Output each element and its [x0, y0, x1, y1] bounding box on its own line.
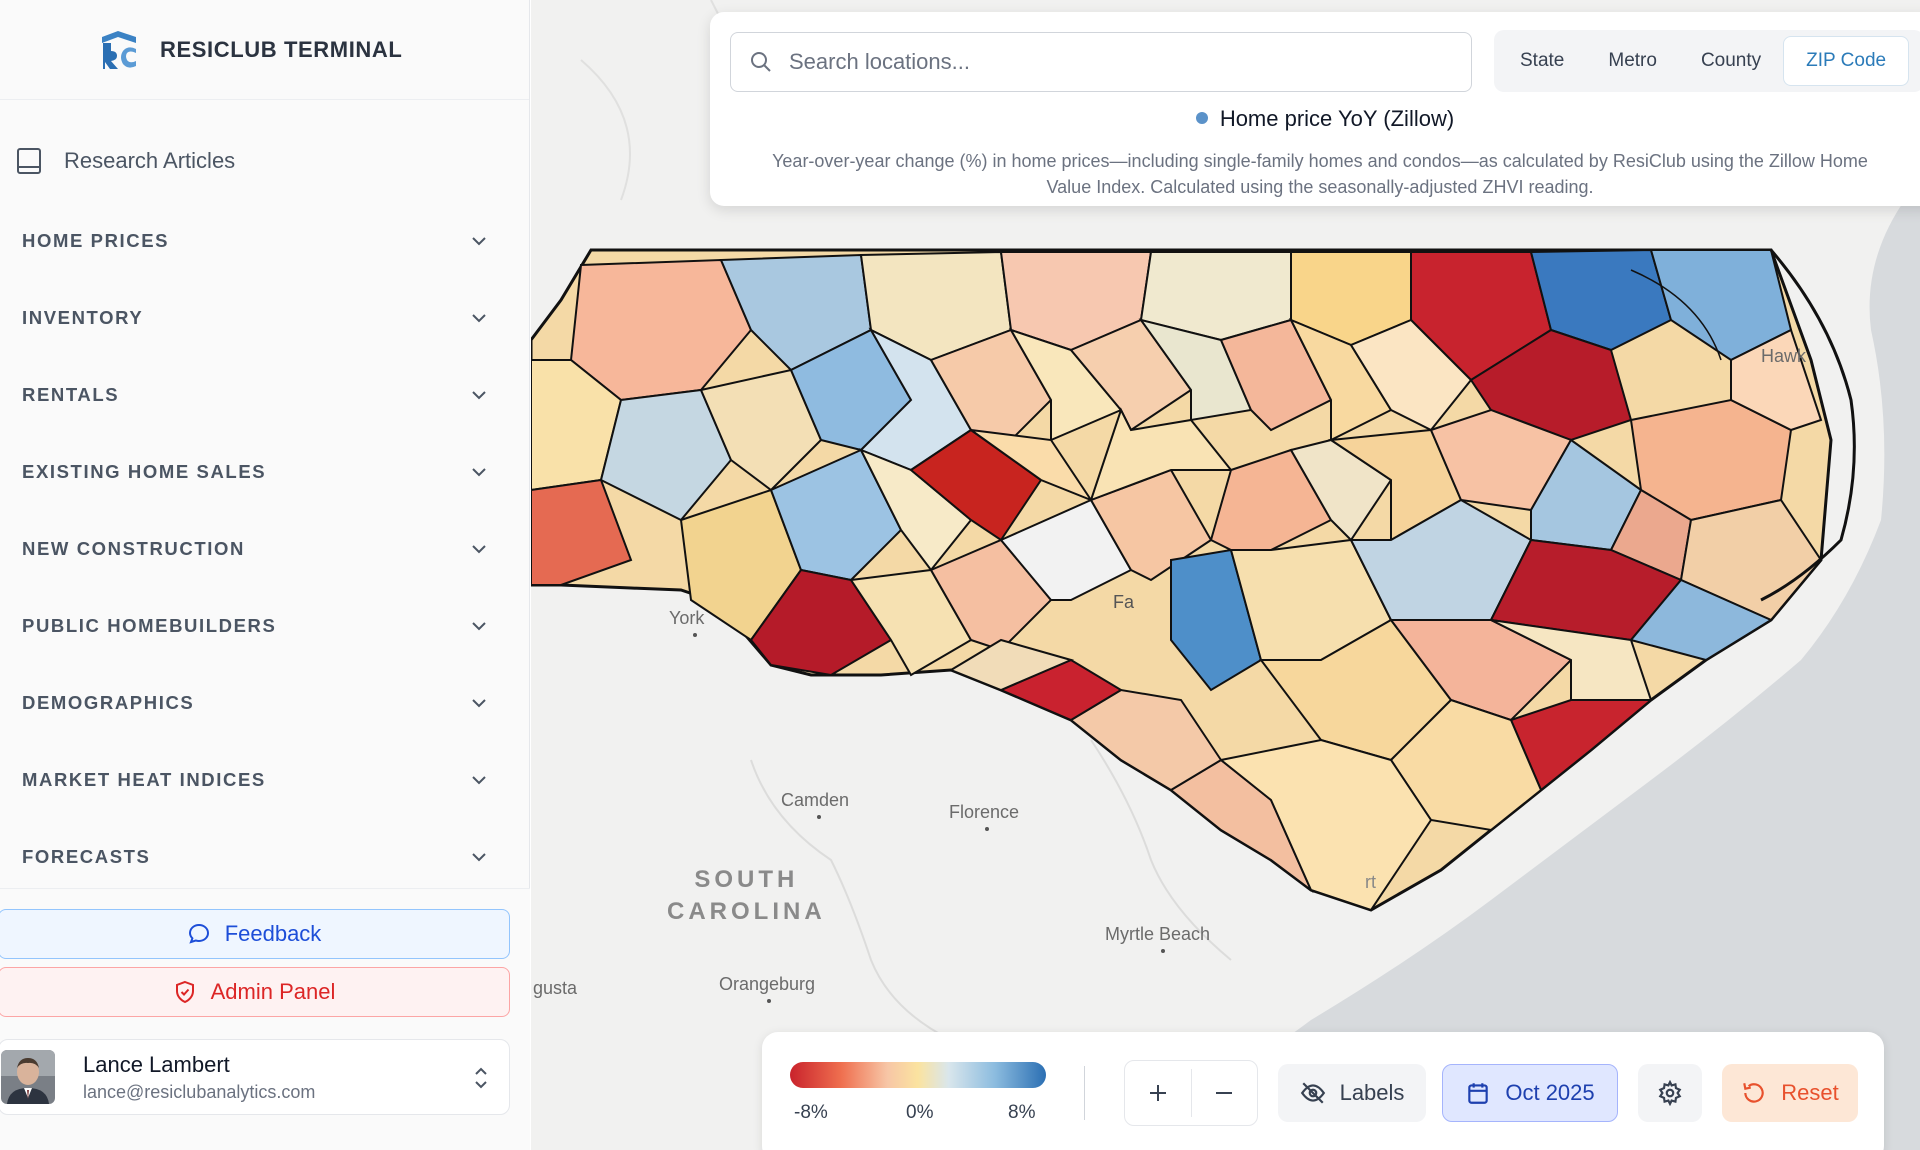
labels-button-label: Labels	[1339, 1080, 1405, 1105]
admin-panel-label: Admin Panel	[210, 979, 336, 1004]
research-articles-label: Research Articles	[64, 148, 236, 173]
eye-off-icon	[1300, 1082, 1325, 1104]
sidebar-item-public-homebuilders[interactable]: PUBLIC HOMEBUILDERS	[0, 587, 529, 664]
chevron-down-icon	[472, 313, 486, 322]
sidebar-item-new-construction[interactable]: NEW CONSTRUCTION	[0, 510, 529, 587]
gear-icon	[1658, 1080, 1682, 1106]
zoom-out-button[interactable]	[1192, 1061, 1258, 1125]
sidebar-item-existing-home-sales[interactable]: EXISTING HOME SALES	[0, 433, 529, 510]
reset-label: Reset	[1781, 1080, 1839, 1105]
map-city-dot	[1161, 949, 1165, 953]
map-label-myrtle-beach: Myrtle Beach	[1105, 924, 1211, 944]
chevron-down-icon	[472, 467, 486, 476]
chat-bubble-icon	[188, 923, 209, 944]
map-label-camden: Camden	[781, 790, 850, 810]
map-city-dot	[817, 815, 821, 819]
metric-description: Year-over-year change (%) in home prices…	[772, 151, 1868, 197]
sidebar-item-label: MARKET HEAT INDICES	[22, 768, 266, 790]
tab-state[interactable]: State	[1520, 50, 1565, 71]
sidebar-item-label: NEW CONSTRUCTION	[22, 537, 245, 559]
sidebar-item-label: HOME PRICES	[22, 229, 170, 251]
search-box[interactable]	[730, 32, 1472, 92]
plus-icon	[1149, 1085, 1166, 1101]
search-panel: State Metro County ZIP Code Home price Y…	[710, 12, 1920, 206]
map-label-orangeburg: Orangeburg	[719, 974, 816, 994]
chevron-down-icon	[472, 698, 486, 707]
sidebar-item-inventory[interactable]: INVENTORY	[0, 279, 529, 356]
chevron-down-icon	[472, 852, 486, 861]
search-icon	[751, 52, 771, 72]
chevron-down-icon	[472, 390, 486, 399]
map-label-wilmington: rt	[1365, 872, 1376, 892]
sidebar-item-label: INVENTORY	[22, 306, 144, 328]
settings-button[interactable]	[1638, 1064, 1702, 1122]
sidebar-item-forecasts[interactable]: FORECASTS	[0, 818, 529, 895]
map-city-dot	[693, 633, 697, 637]
user-menu[interactable]: Lance Lambert lance@resiclubanalytics.co…	[0, 1039, 510, 1115]
sidebar-item-home-prices[interactable]: HOME PRICES	[0, 202, 529, 279]
legend-max-label: 8%	[1008, 1102, 1036, 1123]
sidebar-item-market-heat-indices[interactable]: MARKET HEAT INDICES	[0, 741, 529, 818]
admin-panel-button[interactable]: Admin Panel	[0, 967, 510, 1017]
tab-county[interactable]: County	[1700, 50, 1762, 71]
map-label-augusta: gusta	[533, 978, 578, 998]
map-city-dot	[767, 999, 771, 1003]
sidebar-item-label: FORECASTS	[22, 845, 151, 867]
chevron-down-icon	[472, 621, 486, 630]
metric-dot-icon	[1195, 112, 1208, 125]
zoom-divider	[1190, 1069, 1192, 1117]
sidebar-item-label: RENTALS	[22, 383, 120, 405]
map-toolbar: -8% 0% 8% Labels Oct 2025 Reset	[762, 1032, 1884, 1150]
chevron-down-icon	[472, 544, 486, 553]
reset-button[interactable]: Reset	[1722, 1064, 1858, 1122]
brand[interactable]: RESICLUB TERMINAL	[0, 0, 529, 100]
feedback-label: Feedback	[224, 921, 322, 946]
map-label-south-carolina: SOUTH CAROLINA	[667, 866, 826, 925]
zoom-controls	[1124, 1060, 1258, 1126]
shield-check-icon	[175, 980, 194, 1004]
zoom-in-button[interactable]	[1125, 1061, 1191, 1125]
chevron-up-down-icon	[475, 1067, 487, 1089]
tab-zip-code[interactable]: ZIP Code	[1783, 36, 1910, 86]
color-legend-bar	[790, 1062, 1046, 1088]
chevron-down-icon	[472, 236, 486, 245]
sidebar-nav: HOME PRICES INVENTORY RENTALS EXISTING H…	[0, 202, 529, 895]
sidebar-item-demographics[interactable]: DEMOGRAPHICS	[0, 664, 529, 741]
labels-toggle-button[interactable]: Labels	[1278, 1064, 1426, 1122]
user-name: Lance Lambert	[83, 1051, 230, 1077]
resiclub-logo-icon	[102, 30, 136, 69]
date-picker-button[interactable]: Oct 2025	[1442, 1064, 1618, 1122]
tab-metro[interactable]: Metro	[1608, 50, 1657, 71]
legend-mid-label: 0%	[906, 1102, 934, 1123]
sidebar-item-label: DEMOGRAPHICS	[22, 691, 195, 713]
avatar	[1, 1050, 55, 1104]
research-articles-link[interactable]: Research Articles	[0, 132, 529, 190]
metric-title: Home price YoY (Zillow)	[710, 106, 1920, 132]
map-label-fayetteville: Fa	[1113, 592, 1135, 612]
legend-min-label: -8%	[794, 1102, 828, 1123]
search-input[interactable]	[789, 49, 1429, 75]
sidebar-footer: Feedback Admin Panel Lance Lambert	[0, 888, 530, 1150]
nc-zip-polygons	[531, 248, 1833, 912]
sidebar-item-label: EXISTING HOME SALES	[22, 460, 267, 482]
brand-name: RESICLUB TERMINAL	[160, 36, 403, 62]
reset-icon	[1743, 1083, 1764, 1103]
sidebar: RESICLUB TERMINAL Research Articles HOME…	[0, 0, 530, 1150]
sidebar-item-label: PUBLIC HOMEBUILDERS	[22, 614, 277, 636]
geography-tabs: State Metro County ZIP Code	[1494, 30, 1920, 92]
date-label: Oct 2025	[1505, 1080, 1595, 1105]
toolbar-divider	[1084, 1066, 1085, 1120]
calendar-icon	[1468, 1083, 1489, 1104]
map-city-dot	[985, 827, 989, 831]
book-icon	[17, 148, 41, 174]
map-basemap	[531, 0, 1920, 1150]
sidebar-item-rentals[interactable]: RENTALS	[0, 356, 529, 433]
map-label-nags-head: Hawk	[1761, 346, 1807, 366]
chevron-down-icon	[472, 775, 486, 784]
minus-icon	[1216, 1092, 1233, 1094]
feedback-button[interactable]: Feedback	[0, 909, 510, 959]
map-label-florence: Florence	[949, 802, 1020, 822]
map-label-york: York	[669, 608, 705, 628]
user-email: lance@resiclubanalytics.com	[83, 1081, 316, 1102]
